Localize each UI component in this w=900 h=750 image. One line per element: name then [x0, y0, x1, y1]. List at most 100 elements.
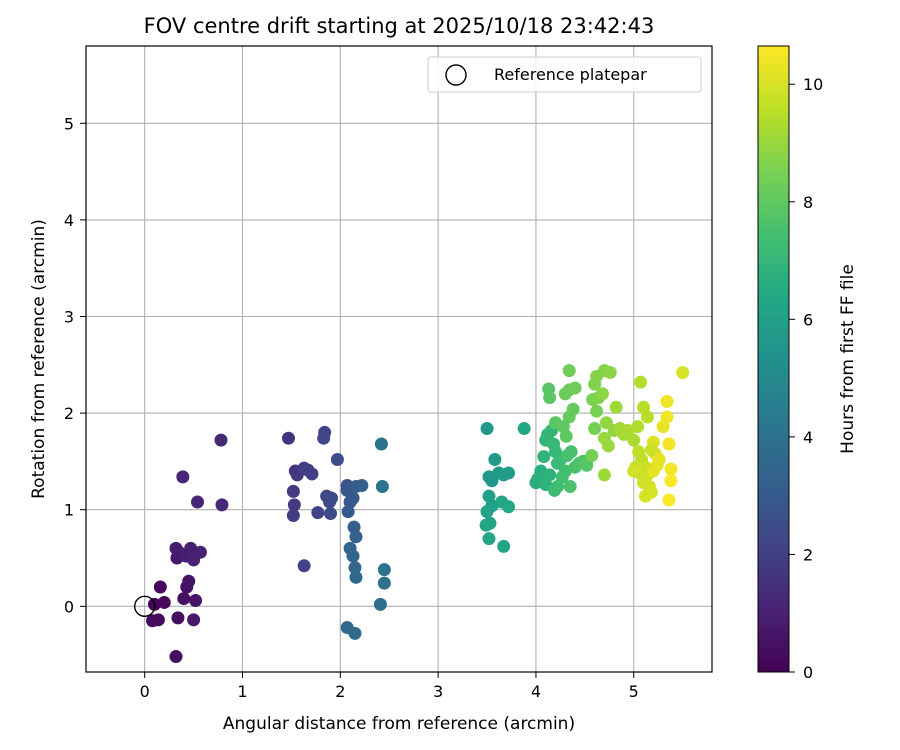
data-point	[286, 509, 300, 522]
data-point	[543, 391, 557, 405]
x-tick-label: 4	[531, 682, 541, 701]
data-point	[346, 549, 360, 563]
data-point	[311, 506, 325, 520]
data-point	[559, 429, 573, 443]
data-point	[325, 491, 339, 505]
x-tick-label: 1	[237, 682, 247, 701]
data-point	[346, 491, 360, 505]
data-point	[480, 505, 494, 519]
y-tick-label: 3	[64, 307, 74, 326]
data-point	[355, 479, 369, 493]
data-point	[324, 507, 338, 521]
reference-platepar-marker	[133, 595, 156, 618]
data-point	[169, 650, 183, 664]
data-point	[676, 366, 690, 380]
data-point	[287, 498, 301, 512]
data-point	[562, 364, 576, 378]
data-point	[177, 592, 191, 606]
data-point	[646, 464, 660, 478]
data-point	[631, 420, 645, 434]
data-point	[193, 545, 207, 559]
grid	[86, 46, 712, 672]
colorbar-ticks: 0 2 4 6 8 10	[789, 75, 823, 682]
data-point	[482, 532, 496, 546]
data-point	[497, 539, 511, 553]
data-point	[189, 594, 203, 608]
y-tick-label: 2	[64, 404, 74, 423]
data-point	[568, 381, 582, 395]
y-axis-label: Rotation from reference (arcmin)	[29, 219, 49, 499]
colorbar-tick-label: 4	[803, 428, 813, 447]
legend-entry: Reference platepar	[494, 65, 647, 84]
colorbar-tick-label: 10	[803, 75, 823, 94]
x-axis-ticks: 0 1 2 3 4 5	[140, 672, 639, 701]
data-point	[502, 466, 516, 480]
data-point	[590, 404, 604, 418]
colorbar-tick-label: 0	[803, 663, 813, 682]
data-point	[597, 468, 611, 482]
data-point	[564, 445, 578, 459]
data-point	[157, 595, 171, 609]
data-point	[377, 576, 391, 590]
legend: Reference platepar	[427, 56, 702, 93]
data-point	[214, 433, 228, 447]
data-point	[191, 495, 205, 509]
data-point	[502, 500, 516, 514]
colorbar-tick-label: 2	[803, 545, 813, 564]
x-tick-label: 5	[629, 682, 639, 701]
data-point	[640, 410, 654, 424]
colorbar-tick-label: 8	[803, 193, 813, 212]
x-tick-label: 0	[140, 682, 150, 701]
data-point	[609, 400, 623, 414]
data-point	[664, 474, 678, 488]
data-point	[601, 439, 615, 453]
data-point	[664, 462, 678, 476]
data-point	[603, 366, 617, 380]
data-point	[349, 530, 363, 544]
data-point	[627, 464, 641, 478]
data-point	[375, 480, 389, 494]
data-point	[348, 626, 362, 640]
colorbar-label: Hours from first FF file	[838, 264, 858, 454]
data-point	[169, 541, 183, 555]
data-point	[644, 485, 658, 499]
colorbar-tick-label: 6	[803, 310, 813, 329]
data-point	[317, 431, 331, 445]
data-point	[585, 449, 599, 463]
data-point	[566, 402, 580, 416]
data-point	[187, 613, 201, 627]
data-point	[660, 410, 674, 424]
data-point	[153, 580, 167, 594]
data-point	[377, 563, 391, 577]
reference-layer	[133, 595, 156, 618]
data-point	[627, 433, 641, 447]
data-point	[660, 395, 674, 409]
data-point	[480, 422, 494, 436]
data-point	[176, 470, 190, 484]
data-point	[347, 520, 361, 534]
data-point	[662, 437, 676, 451]
data-point	[595, 387, 609, 401]
data-point	[182, 574, 196, 588]
data-point	[330, 452, 344, 466]
data-point	[644, 443, 658, 457]
x-tick-label: 2	[335, 682, 345, 701]
data-point	[588, 422, 602, 436]
data-point	[146, 614, 160, 628]
data-point	[374, 437, 388, 451]
data-point	[171, 611, 185, 625]
data-point	[662, 493, 676, 507]
data-point	[341, 505, 355, 519]
data-point	[634, 375, 648, 389]
plot-frame	[85, 45, 713, 673]
y-tick-label: 5	[64, 114, 74, 133]
data-point	[184, 541, 198, 555]
data-point	[297, 559, 311, 573]
data-point	[558, 464, 572, 478]
x-axis-label: Angular distance from reference (arcmin)	[223, 714, 575, 734]
data-point	[517, 422, 531, 436]
data-point	[621, 423, 635, 437]
data-point	[483, 516, 497, 530]
y-tick-label: 4	[64, 211, 74, 230]
